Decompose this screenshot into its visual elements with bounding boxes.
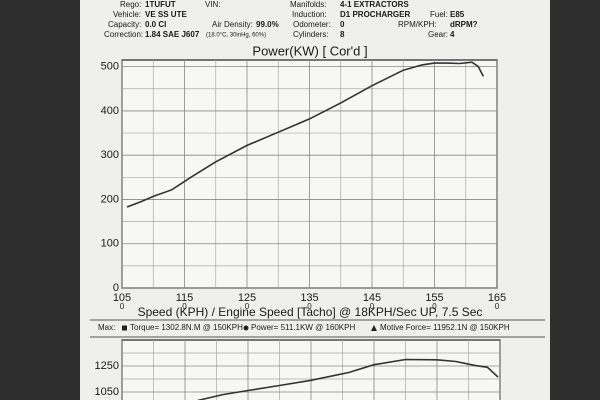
value: 0 — [340, 20, 345, 29]
label: RPM/KPH: — [398, 20, 437, 29]
x-tick-label: 125 — [238, 292, 256, 304]
x-axis-label: Speed (KPH) / Engine Speed [Tacho] @ 18K… — [138, 305, 483, 319]
value: 99.0% — [256, 20, 279, 29]
value: E85 — [450, 10, 465, 19]
icon — [122, 325, 127, 331]
x2-tick-label: 0 — [495, 302, 500, 311]
y-tick-label: 200 — [101, 193, 119, 205]
max-line: Max: Torque= 1302.8N.M @ 150KPH Power= 5… — [98, 323, 510, 332]
label: Gear: — [428, 30, 448, 39]
value: VE SS UTE — [145, 10, 187, 19]
icon — [243, 325, 249, 331]
x2-tick-label: 0 — [307, 302, 312, 311]
value: dRPM? — [450, 20, 478, 29]
y-tick-label: 100 — [101, 238, 119, 250]
chart-title: Power(KW) [ Cor'd ] — [252, 43, 367, 58]
y-tick-label: 300 — [101, 149, 119, 161]
label: Air Density: — [212, 20, 253, 29]
x-tick-label: 155 — [425, 292, 443, 304]
label: Odometer: — [293, 20, 331, 29]
x-tick-label: 165 — [488, 292, 506, 304]
label: Fuel: — [430, 10, 448, 19]
x-tick-label: 105 — [113, 292, 131, 304]
y-tick-label: 0 — [113, 282, 119, 294]
x2-tick-label: 0 — [120, 302, 125, 311]
conditions: (18.0°C, 30inHg, 60%) — [206, 33, 266, 39]
x-tick-label: 135 — [300, 292, 318, 304]
x2-tick-label: 0 — [245, 302, 250, 311]
line — [126, 61, 485, 208]
x2-tick-label: 0 — [432, 302, 437, 311]
header: Rego: 1TUFUT VIN: Manifolds: 4-1 EXTRACT… — [104, 0, 478, 39]
x-tick-label: 115 — [176, 292, 194, 304]
x-tick-label: 145 — [363, 292, 381, 304]
label: Manifolds: — [290, 0, 326, 9]
value: 4-1 EXTRACTORS — [340, 0, 409, 9]
value: 1.84 SAE J607 — [145, 30, 200, 39]
y-tick-label: 400 — [101, 105, 119, 117]
value: 0.0 CI — [145, 20, 166, 29]
label: Capacity: — [108, 20, 141, 29]
x2-tick-label: 0 — [182, 302, 187, 311]
label: Induction: — [292, 10, 327, 19]
max-torque: Torque= 1302.8N.M @ 150KPH — [130, 323, 243, 332]
y-tick-label: 1250 — [95, 360, 119, 372]
value: 8 — [340, 30, 345, 39]
icon — [371, 325, 377, 331]
max-force: Motive Force= 11952.1N @ 150KPH — [380, 323, 510, 332]
line — [197, 358, 499, 400]
label: Rego: — [120, 0, 141, 9]
label: VIN: — [205, 0, 221, 9]
value: D1 PROCHARGER — [340, 10, 410, 19]
value: 1TUFUT — [145, 0, 176, 9]
max-power: Power= 511.1KW @ 160KPH — [251, 323, 355, 332]
max-label: Max: — [98, 323, 115, 332]
y-tick-label: 500 — [101, 61, 119, 73]
label: Vehicle: — [113, 10, 141, 19]
label: Cylinders: — [293, 30, 329, 39]
y-tick-label: 1050 — [95, 386, 119, 398]
label: Correction: — [104, 30, 143, 39]
value: 4 — [450, 30, 455, 39]
x2-tick-label: 0 — [370, 302, 375, 311]
